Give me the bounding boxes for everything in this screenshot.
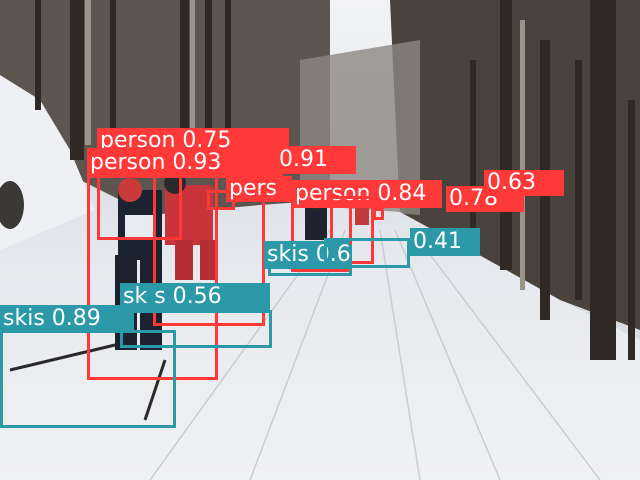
person-detection-label: 0.63	[484, 170, 564, 196]
skier-second	[164, 172, 218, 280]
skis-bounding-box	[324, 238, 410, 268]
skis-detection-label: skis 0.66	[264, 241, 350, 269]
skis-detection-label: skis 0.89	[0, 305, 134, 333]
skis-detection-label: sk s 0.56	[120, 283, 270, 311]
person-detection-label: person 0.84	[292, 180, 442, 208]
snow-ground	[0, 120, 640, 480]
person-bounding-box	[153, 175, 265, 326]
person-detection-label: 0.91	[276, 146, 356, 174]
skis-detection-label: 0.41	[410, 228, 480, 256]
person-bounding-box	[330, 196, 374, 264]
skis-bounding-box	[120, 310, 272, 348]
person-detection-label: pers	[226, 176, 292, 202]
rock	[0, 181, 24, 229]
person-detection-label: person 0.93	[87, 148, 283, 178]
birch-trunks	[85, 0, 525, 290]
person-bounding-box	[373, 208, 384, 220]
